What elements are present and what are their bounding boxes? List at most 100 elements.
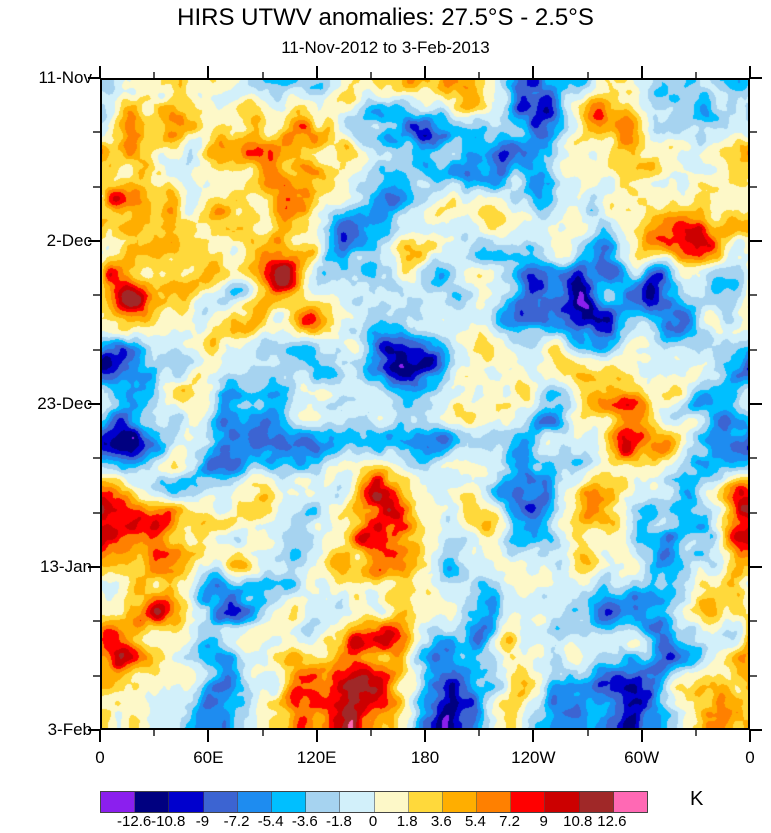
colorbar-segment [545, 792, 580, 812]
colorbar-segment [511, 792, 546, 812]
y-tick-minor [93, 185, 100, 188]
y-tick-minor-right [750, 674, 757, 677]
y-tick-major-right [750, 566, 762, 568]
colorbar-tick-label: 1.8 [396, 813, 418, 830]
y-axis-tick-label: 23-Dec [37, 394, 92, 413]
x-axis-tick-label: 0 [745, 748, 755, 767]
y-tick-major [88, 77, 100, 79]
chart-subtitle: 11-Nov-2012 to 3-Feb-2013 [281, 38, 490, 57]
x-tick-major-top [749, 66, 751, 78]
colorbar-segment [613, 792, 647, 812]
x-tick-major [532, 730, 535, 742]
y-tick-minor [93, 511, 100, 514]
x-tick-major [207, 730, 210, 742]
colorbar-tick-label: -5.4 [257, 813, 284, 830]
x-tick-minor [478, 730, 481, 736]
x-axis-tick-label: 60E [193, 748, 224, 767]
x-tick-major-top [207, 66, 210, 78]
y-tick-major [88, 566, 100, 568]
x-axis-tick-label: 180 [410, 748, 440, 767]
y-tick-minor [93, 294, 100, 297]
colorbar-tick-label: 0 [368, 813, 378, 830]
colorbar-tick-label: -10.8 [151, 813, 186, 830]
x-tick-major [315, 730, 318, 742]
x-tick-major [640, 730, 643, 742]
colorbar-segment [306, 792, 341, 812]
colorbar-tick-label: -9 [195, 813, 210, 830]
colorbar[interactable]: -12.6 -10.8 -9 -7.2 -5.4 -3.6 -1.8 0 1.8 3.6 5.4 7.… [100, 791, 648, 830]
colorbar-tick-label: -12.6 [117, 813, 152, 830]
colorbar-tick-label: 3.6 [430, 813, 452, 830]
y-tick-minor [93, 348, 100, 351]
y-axis-tick-label: 2-Dec [46, 231, 92, 250]
x-tick-minor [694, 730, 697, 736]
colorbar-tick-label: 12.6 [597, 813, 627, 830]
x-tick-minor [153, 730, 156, 736]
y-tick-major-right [750, 240, 762, 242]
hovmoller-plot[interactable] [100, 78, 750, 730]
x-tick-major-top [424, 66, 426, 78]
y-axis-tick-label: 3-Feb [47, 720, 92, 739]
y-tick-minor-right [750, 185, 757, 188]
colorbar-segment [477, 792, 512, 812]
colorbar-tick-label: -3.6 [291, 813, 318, 830]
colorbar-segment [203, 792, 238, 812]
y-tick-minor-right [750, 457, 757, 460]
colorbar-segment [271, 792, 307, 812]
y-tick-major [88, 729, 100, 731]
colorbar-tick-label: 10.8 [563, 813, 593, 830]
anomaly-field [102, 80, 748, 728]
colorbar-segment [442, 792, 478, 812]
colorbar-segment [408, 792, 443, 812]
y-tick-minor-right [750, 620, 757, 623]
y-tick-minor [93, 674, 100, 677]
colorbar-tick-label: 9 [539, 813, 548, 830]
x-tick-minor [586, 730, 589, 736]
x-tick-major-top [315, 66, 318, 78]
x-axis-tick-label: 120E [296, 748, 337, 767]
colorbar-segment [135, 792, 170, 812]
colorbar-tick-label: 5.4 [464, 813, 486, 830]
x-tick-minor-top [369, 72, 372, 78]
x-axis-tick-label: 60W [624, 748, 660, 767]
x-tick-minor-top [586, 72, 589, 78]
colorbar-unit-label: K [690, 788, 704, 810]
y-tick-minor [93, 457, 100, 460]
page-title: HIRS UTWV anomalies: 27.5°S - 2.5°S [177, 4, 594, 31]
colorbar-tick-label: -1.8 [325, 813, 352, 830]
colorbar-segments [100, 791, 648, 813]
x-tick-minor-top [694, 72, 697, 78]
y-tick-minor-right [750, 511, 757, 514]
colorbar-segment [101, 792, 136, 812]
y-tick-major [88, 240, 100, 242]
y-tick-minor-right [750, 348, 757, 351]
y-tick-major-right [750, 77, 762, 79]
plot-frame [100, 78, 750, 730]
y-tick-minor [93, 131, 100, 134]
y-tick-minor-right [750, 131, 757, 134]
x-tick-minor-top [153, 72, 156, 78]
y-tick-major-right [750, 403, 762, 405]
y-tick-major [88, 403, 100, 405]
y-tick-major-right [750, 729, 762, 731]
colorbar-tick-labels: -12.6 -10.8 -9 -7.2 -5.4 -3.6 -1.8 0 1.8 3.6 5.4 7.… [100, 813, 646, 833]
colorbar-segment [340, 792, 375, 812]
y-axis-labels: 11-Nov 2-Dec 23-Dec 13-Jan 3-Feb [0, 0, 92, 830]
x-tick-minor-top [478, 72, 481, 78]
x-tick-major-top [99, 66, 101, 78]
x-tick-minor-top [261, 72, 264, 78]
y-tick-minor-right [750, 294, 757, 297]
x-tick-major [749, 730, 751, 742]
x-tick-minor [261, 730, 264, 736]
x-axis-tick-label: 0 [95, 748, 105, 767]
x-tick-major [99, 730, 101, 742]
colorbar-segment [169, 792, 204, 812]
colorbar-tick-label: 7.2 [499, 813, 520, 830]
colorbar-segment [237, 792, 272, 812]
y-axis-tick-label: 11-Nov [38, 68, 92, 87]
x-tick-minor [369, 730, 372, 736]
x-tick-major [424, 730, 426, 742]
x-axis-tick-label: 120W [511, 748, 556, 767]
y-axis-tick-label: 13-Jan [40, 557, 92, 576]
x-tick-major-top [640, 66, 643, 78]
